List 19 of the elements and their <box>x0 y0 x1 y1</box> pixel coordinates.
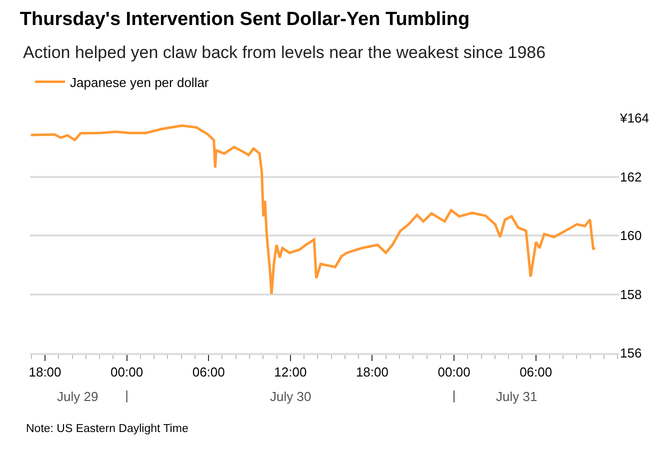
x-tick-label: 18:00 <box>356 364 388 380</box>
x2-tick-label: July 30 <box>270 389 312 404</box>
legend-label: Japanese yen per dollar <box>70 74 210 90</box>
y-tick-label: 158 <box>620 286 642 302</box>
y-tick-label: ¥164 <box>619 110 649 126</box>
text: Note: US Eastern Daylight Time <box>26 423 188 435</box>
x-tick-label: 18:00 <box>28 364 62 380</box>
x-tick-label: 00:00 <box>110 364 144 380</box>
x-tick-label: 06:00 <box>520 364 552 380</box>
x-tick-label: 12:00 <box>274 364 307 380</box>
x-tick-label: 00:00 <box>438 364 470 380</box>
x2-tick-label: July 29 <box>57 389 98 404</box>
chart-title: Thursday's Intervention Sent Dollar-Yen Tumbling <box>20 8 470 30</box>
x-tick-label: 06:00 <box>192 364 225 380</box>
y-tick-label: 162 <box>620 169 642 184</box>
chart-subtitle: Action helped yen claw back from levels near the weakest since 1986 <box>23 43 546 62</box>
y-tick-label: 160 <box>620 228 642 244</box>
x2-tick-label: July 31 <box>496 389 538 404</box>
y-tick-label: 156 <box>620 346 642 361</box>
